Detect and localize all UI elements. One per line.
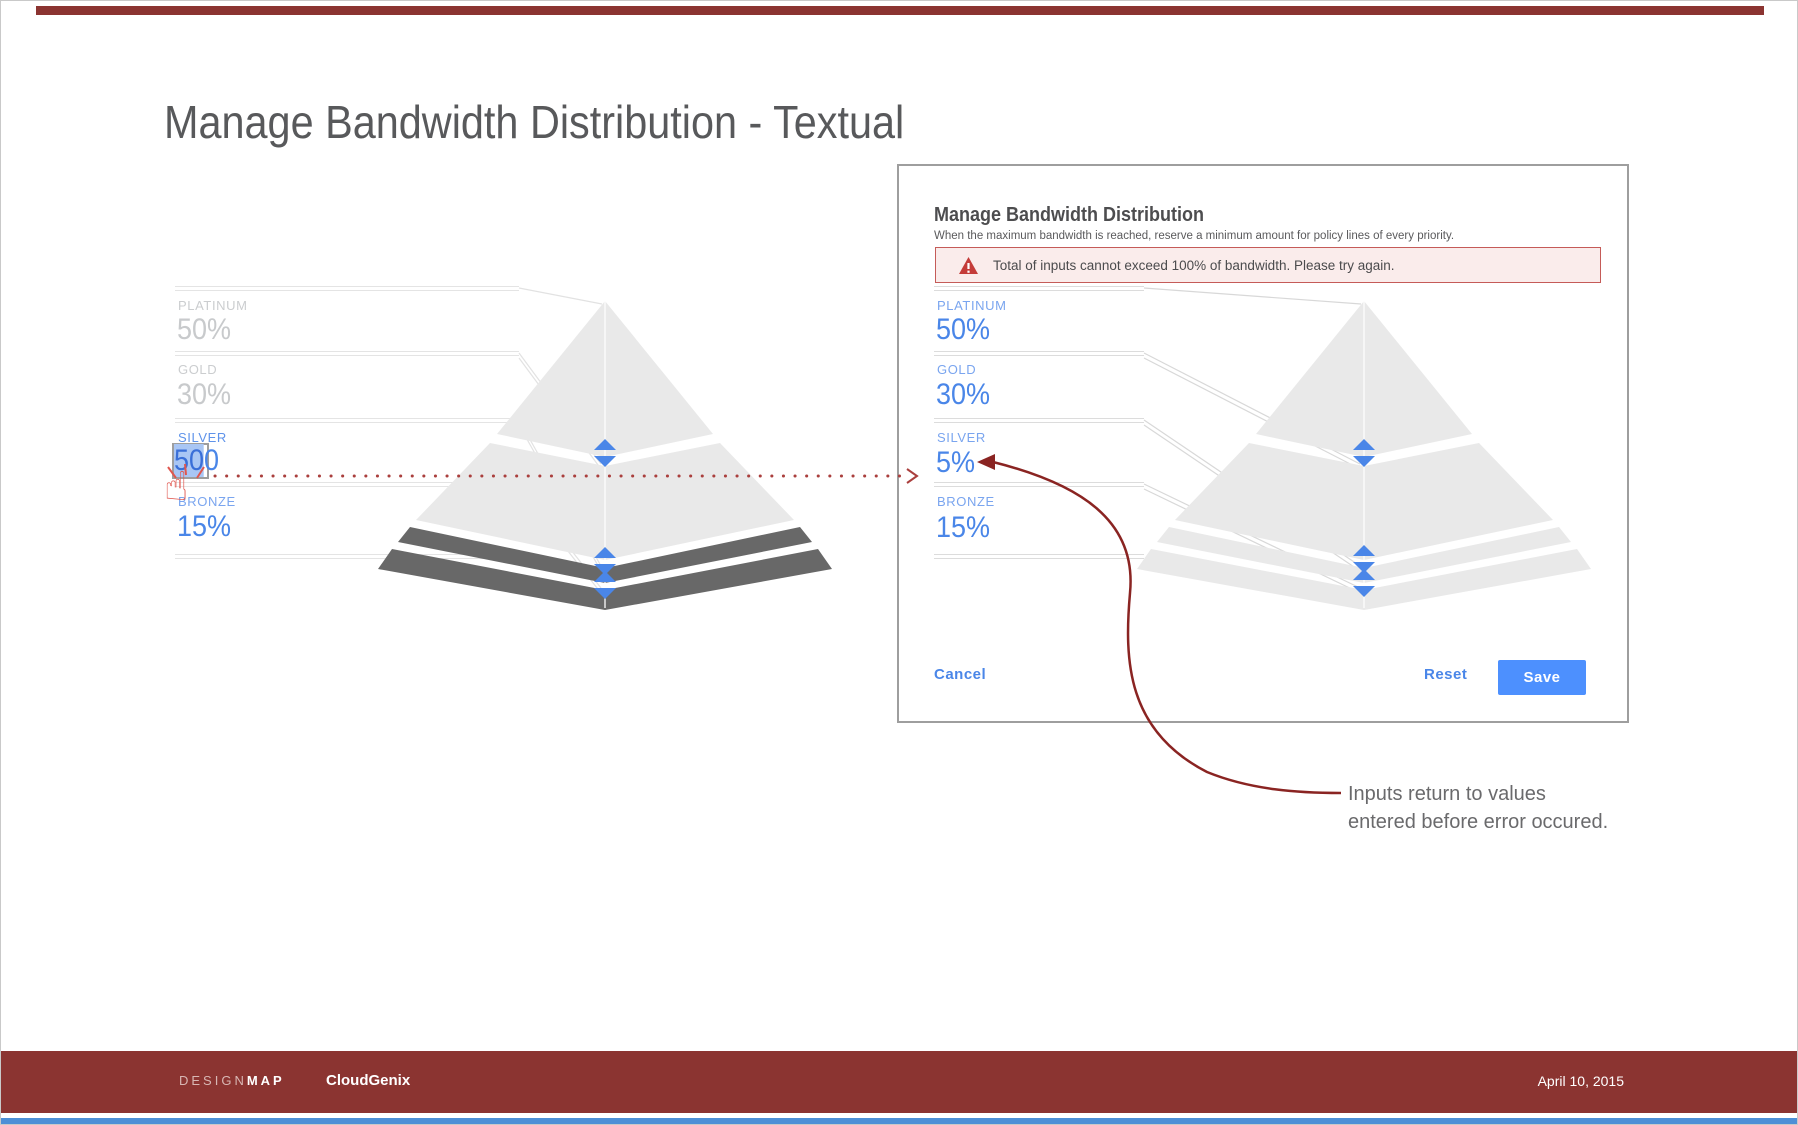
modal-row-label-gold: GOLD	[937, 362, 977, 377]
left-row-label-bronze: BRONZE	[178, 494, 236, 509]
modal-subtitle: When the maximum bandwidth is reached, r…	[934, 230, 1455, 242]
bandwidth-modal: Manage Bandwidth Distribution When the m…	[897, 164, 1629, 723]
divider	[934, 355, 1144, 356]
designmap-logo: DESIGNMAP	[179, 1073, 285, 1088]
modal-row-value-gold[interactable]: 30%	[936, 378, 991, 411]
footer-bar: DESIGNMAP CloudGenix April 10, 2015	[1, 1051, 1797, 1113]
left-row-value-gold: 30%	[177, 378, 232, 411]
left-pyramid-silver-band	[398, 527, 812, 583]
modal-row-value-platinum[interactable]: 50%	[936, 313, 991, 346]
left-pyramid-drag-handles[interactable]	[594, 439, 616, 599]
brand-map: MAP	[246, 1073, 285, 1088]
slide-date: April 10, 2015	[1537, 1073, 1624, 1089]
left-pyramid	[378, 301, 832, 610]
brand-design: DESIGN	[179, 1073, 247, 1088]
divider	[934, 554, 1144, 555]
left-row-label-gold: GOLD	[178, 362, 218, 377]
bottom-accent-bar	[1, 1118, 1797, 1124]
left-pyramid-gold-band	[416, 443, 794, 560]
page-title: Manage Bandwidth Distribution - Textual	[164, 95, 987, 149]
divider	[934, 418, 1144, 419]
divider	[175, 418, 519, 419]
modal-row-value-silver[interactable]: 5%	[936, 446, 976, 479]
divider	[934, 422, 1144, 423]
top-accent-bar	[36, 6, 1764, 15]
cancel-button[interactable]: Cancel	[934, 666, 987, 683]
divider	[934, 482, 1144, 483]
modal-row-label-bronze: BRONZE	[937, 494, 995, 509]
divider	[934, 558, 1144, 559]
hand-cursor-icon: ☝	[164, 464, 189, 510]
divider	[934, 286, 1144, 287]
divider	[175, 558, 519, 559]
error-alert: Total of inputs cannot exceed 100% of ba…	[935, 247, 1601, 283]
input-rest-text: 0	[204, 444, 220, 477]
divider	[934, 486, 1144, 487]
left-leader-lines	[518, 287, 603, 594]
left-row-value-platinum: 50%	[177, 313, 232, 346]
page-title-text: Manage Bandwidth Distribution - Textual	[164, 95, 905, 148]
annotation-line2: entered before error occured.	[1348, 811, 1609, 833]
divider	[175, 355, 519, 356]
divider	[175, 554, 519, 555]
divider	[175, 290, 519, 291]
annotation-line1: Inputs return to values	[1348, 783, 1546, 805]
annotation-note: Inputs return to values entered before e…	[1348, 780, 1608, 836]
reset-button[interactable]: Reset	[1424, 666, 1468, 683]
dotted-connector-arrow	[213, 468, 919, 484]
modal-row-label-silver: SILVER	[937, 430, 986, 445]
modal-title: Manage Bandwidth Distribution	[934, 204, 1204, 226]
divider	[175, 286, 519, 287]
left-row-label-silver: SILVER	[178, 430, 227, 445]
divider	[175, 482, 519, 483]
modal-row-value-bronze[interactable]: 15%	[936, 511, 991, 544]
left-pyramid-platinum-band	[497, 301, 713, 457]
left-row-label-platinum: PLATINUM	[178, 298, 248, 313]
divider	[175, 351, 519, 352]
warning-icon	[959, 256, 978, 274]
client-name: CloudGenix	[326, 1072, 411, 1089]
modal-row-label-platinum: PLATINUM	[937, 298, 1007, 313]
divider	[175, 422, 519, 423]
divider	[934, 351, 1144, 352]
divider	[934, 290, 1144, 291]
divider	[175, 486, 519, 487]
save-button[interactable]: Save	[1498, 660, 1586, 695]
left-row-value-bronze: 15%	[177, 510, 232, 543]
error-message: Total of inputs cannot exceed 100% of ba…	[993, 257, 1395, 273]
